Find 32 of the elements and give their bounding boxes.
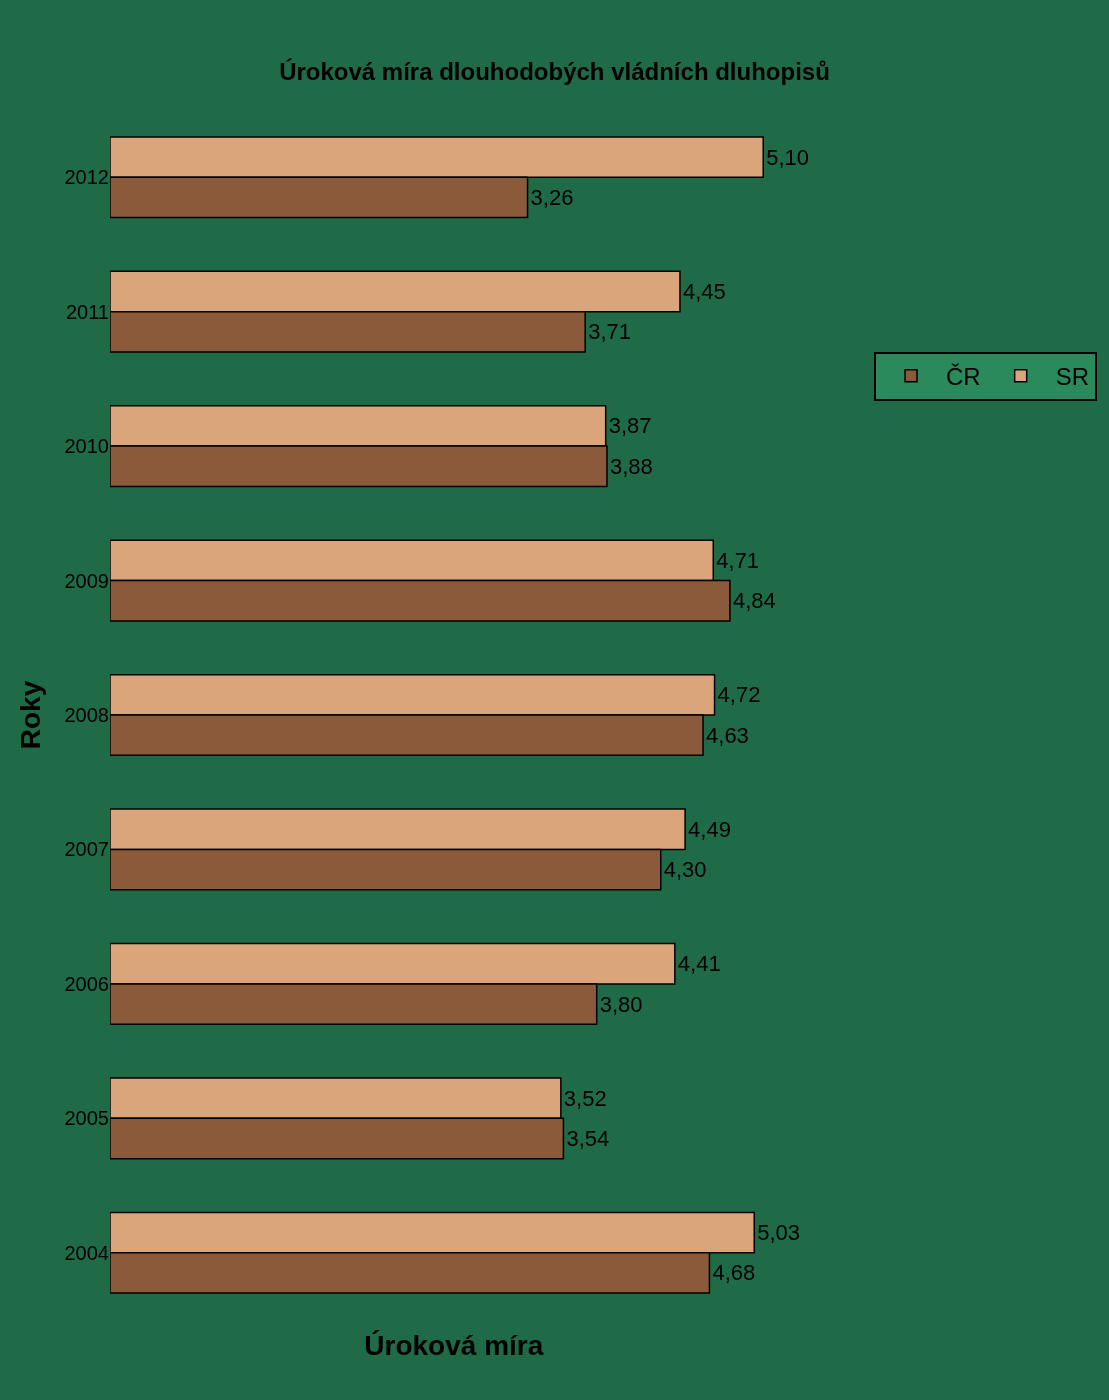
data-label: 5,03 — [757, 1220, 801, 1246]
data-label: 4,49 — [688, 816, 731, 842]
data-label: 4,41 — [677, 951, 721, 977]
y-axis-title: Roky — [15, 680, 47, 750]
data-label: 3,52 — [563, 1085, 607, 1111]
y-tick-label: 2011 — [65, 300, 109, 323]
data-label: 4,68 — [712, 1260, 756, 1286]
y-tick-label: 2009 — [64, 569, 109, 592]
data-label: 4,72 — [717, 682, 761, 708]
y-tick-label: 2005 — [64, 1107, 109, 1130]
y-tick-label: 2008 — [64, 704, 109, 726]
data-label: 3,88 — [609, 453, 653, 479]
legend-label: SR — [1055, 363, 1090, 391]
y-tick-label: 2004 — [64, 1241, 109, 1264]
data-label: 3,54 — [566, 1126, 610, 1151]
data-label: 4,71 — [716, 547, 760, 573]
y-tick-label: 2007 — [64, 838, 109, 861]
y-tick-label: 2012 — [64, 166, 109, 189]
data-label: 4,63 — [706, 722, 749, 748]
x-axis-title: Úroková míra — [364, 1330, 544, 1362]
chart-title: Úroková míra dlouhodobých vládních dluhopisů — [279, 57, 830, 85]
data-label: 4,45 — [682, 279, 726, 304]
y-tick-label: 2010 — [64, 435, 109, 458]
data-label: 3,80 — [599, 991, 643, 1017]
data-label: 4,30 — [663, 857, 707, 883]
legend-label: ČR — [946, 363, 981, 391]
y-tick-label: 2006 — [64, 972, 109, 995]
data-label: 5,10 — [766, 144, 810, 170]
data-label: 3,87 — [608, 413, 652, 439]
data-label: 4,84 — [732, 588, 776, 614]
data-label: 3,71 — [588, 319, 632, 345]
data-label: 3,26 — [530, 184, 574, 210]
